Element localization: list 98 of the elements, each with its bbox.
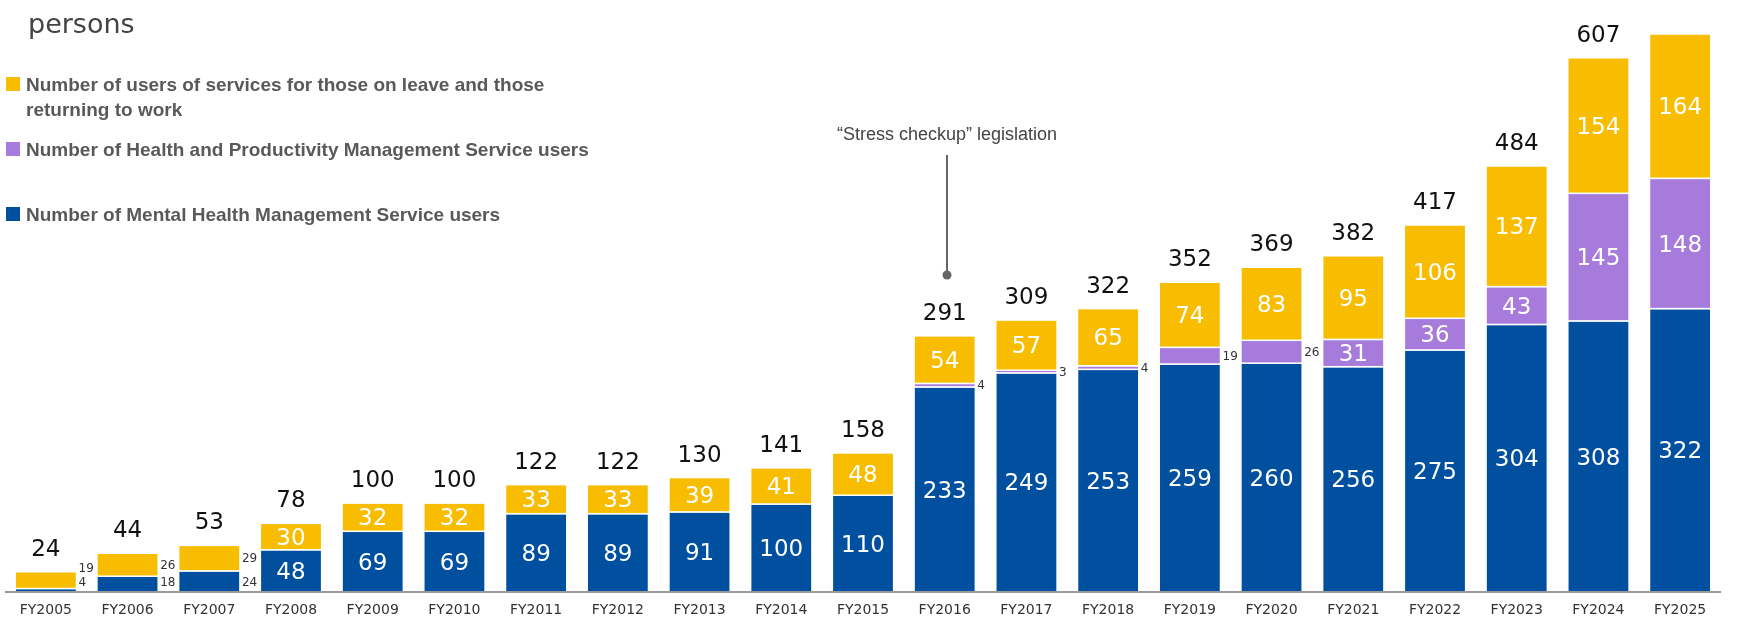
x-tick-label: FY2012	[591, 601, 644, 617]
x-tick-label: FY2024	[1572, 601, 1625, 617]
total-label: 100	[432, 466, 477, 493]
annotation: “Stress checkup” legislation	[836, 124, 1058, 144]
data-label: 110	[841, 530, 885, 557]
data-label: 48	[276, 557, 306, 584]
data-label: 137	[1494, 213, 1539, 240]
total-label: 382	[1331, 218, 1376, 245]
data-label: 36	[1420, 321, 1450, 348]
total-label: 607	[1576, 20, 1621, 47]
data-label: 69	[439, 548, 470, 575]
data-label: 322	[1658, 437, 1703, 464]
total-label: 141	[759, 430, 804, 457]
data-label: 259	[1167, 465, 1212, 492]
data-label: 31	[1338, 340, 1368, 367]
x-tick-label: FY2005	[19, 601, 72, 617]
x-tick-label: FY2017	[1000, 601, 1053, 617]
data-label: 4	[78, 575, 87, 590]
x-tick-label: FY2020	[1245, 601, 1298, 617]
total-label: 291	[922, 298, 967, 325]
data-label: 19	[78, 561, 94, 576]
data-label: 4	[1140, 360, 1149, 375]
x-tick-label: FY2011	[510, 601, 563, 617]
data-label: 33	[603, 486, 633, 513]
data-label: 41	[766, 472, 796, 499]
total-label: 158	[841, 415, 885, 442]
data-label: 304	[1494, 445, 1539, 472]
data-label: 33	[521, 486, 551, 513]
x-tick-label: FY2021	[1327, 601, 1380, 617]
total-label: 484	[1494, 129, 1539, 156]
total-label: 322	[1086, 271, 1131, 298]
data-label: 26	[1304, 344, 1320, 359]
x-tick-label: FY2007	[183, 601, 236, 617]
x-tick-label: FY2009	[346, 601, 399, 617]
total-label: 53	[194, 508, 224, 535]
data-label: 154	[1576, 112, 1621, 139]
x-tick-label: FY2022	[1408, 601, 1462, 617]
total-label: 369	[1249, 230, 1294, 257]
x-tick-label: FY2023	[1490, 601, 1543, 617]
total-label: 352	[1167, 245, 1212, 272]
data-label: 43	[1502, 292, 1532, 319]
x-tick-label: FY2025	[1654, 601, 1707, 617]
total-label: 78	[276, 486, 306, 513]
x-tick-label: FY2006	[101, 601, 154, 617]
data-label: 106	[1413, 258, 1457, 285]
data-label: 256	[1331, 466, 1376, 493]
total-label: 122	[514, 447, 559, 474]
data-label: 308	[1576, 443, 1621, 470]
data-label: 19	[1222, 348, 1238, 363]
data-label: 249	[1004, 469, 1049, 496]
data-label: 29	[241, 551, 258, 566]
x-tick-label: FY2019	[1163, 601, 1216, 617]
data-label: 164	[1658, 93, 1703, 120]
data-label: 100	[759, 535, 804, 562]
data-label: 3	[1059, 364, 1067, 379]
data-label: 253	[1086, 467, 1131, 494]
data-label: 57	[1011, 332, 1042, 359]
data-label: 260	[1249, 464, 1294, 491]
data-label: 32	[439, 504, 470, 531]
data-label: 145	[1576, 244, 1621, 271]
data-label: 233	[922, 476, 967, 503]
total-label: 44	[112, 516, 143, 543]
x-tick-label: FY2015	[836, 601, 890, 617]
x-tick-label: FY2013	[673, 601, 726, 617]
total-label: 100	[350, 466, 395, 493]
data-label: 69	[358, 548, 388, 575]
total-label: 122	[595, 447, 640, 474]
total-label: 130	[677, 440, 722, 467]
data-label: 148	[1658, 230, 1703, 257]
data-label: 83	[1256, 290, 1287, 317]
x-tick-label: FY2016	[918, 601, 971, 617]
data-label: 48	[848, 461, 878, 488]
data-label: 30	[276, 523, 306, 550]
x-tick-label: FY2010	[428, 601, 481, 617]
total-label: 24	[31, 534, 61, 561]
data-label: 24	[241, 574, 258, 589]
y-axis-title: persons	[28, 8, 135, 39]
data-label: 275	[1413, 458, 1457, 485]
data-label: 32	[358, 504, 388, 531]
data-label: 65	[1093, 324, 1123, 351]
data-label: 18	[160, 575, 176, 590]
total-label: 309	[1004, 283, 1049, 310]
data-label: 74	[1175, 301, 1205, 328]
legend-label: Number of users of services for those on leave and those returning to work	[26, 74, 545, 120]
data-label: 91	[684, 539, 715, 565]
data-label: 4	[977, 378, 985, 393]
data-label: 39	[684, 481, 715, 508]
data-label: 26	[160, 557, 176, 572]
legend-label: Number of Health and Productivity Management Service users	[26, 139, 589, 160]
x-tick-label: FY2018	[1082, 601, 1135, 617]
x-tick-label: FY2008	[264, 601, 318, 617]
data-label: 95	[1338, 284, 1368, 311]
data-label: 54	[930, 346, 960, 373]
data-label: 89	[521, 539, 551, 566]
legend-label: Number of Mental Health Management Service users	[26, 204, 501, 225]
x-tick-label: FY2014	[755, 601, 808, 617]
data-label: 89	[603, 539, 633, 566]
total-label: 417	[1413, 187, 1457, 214]
